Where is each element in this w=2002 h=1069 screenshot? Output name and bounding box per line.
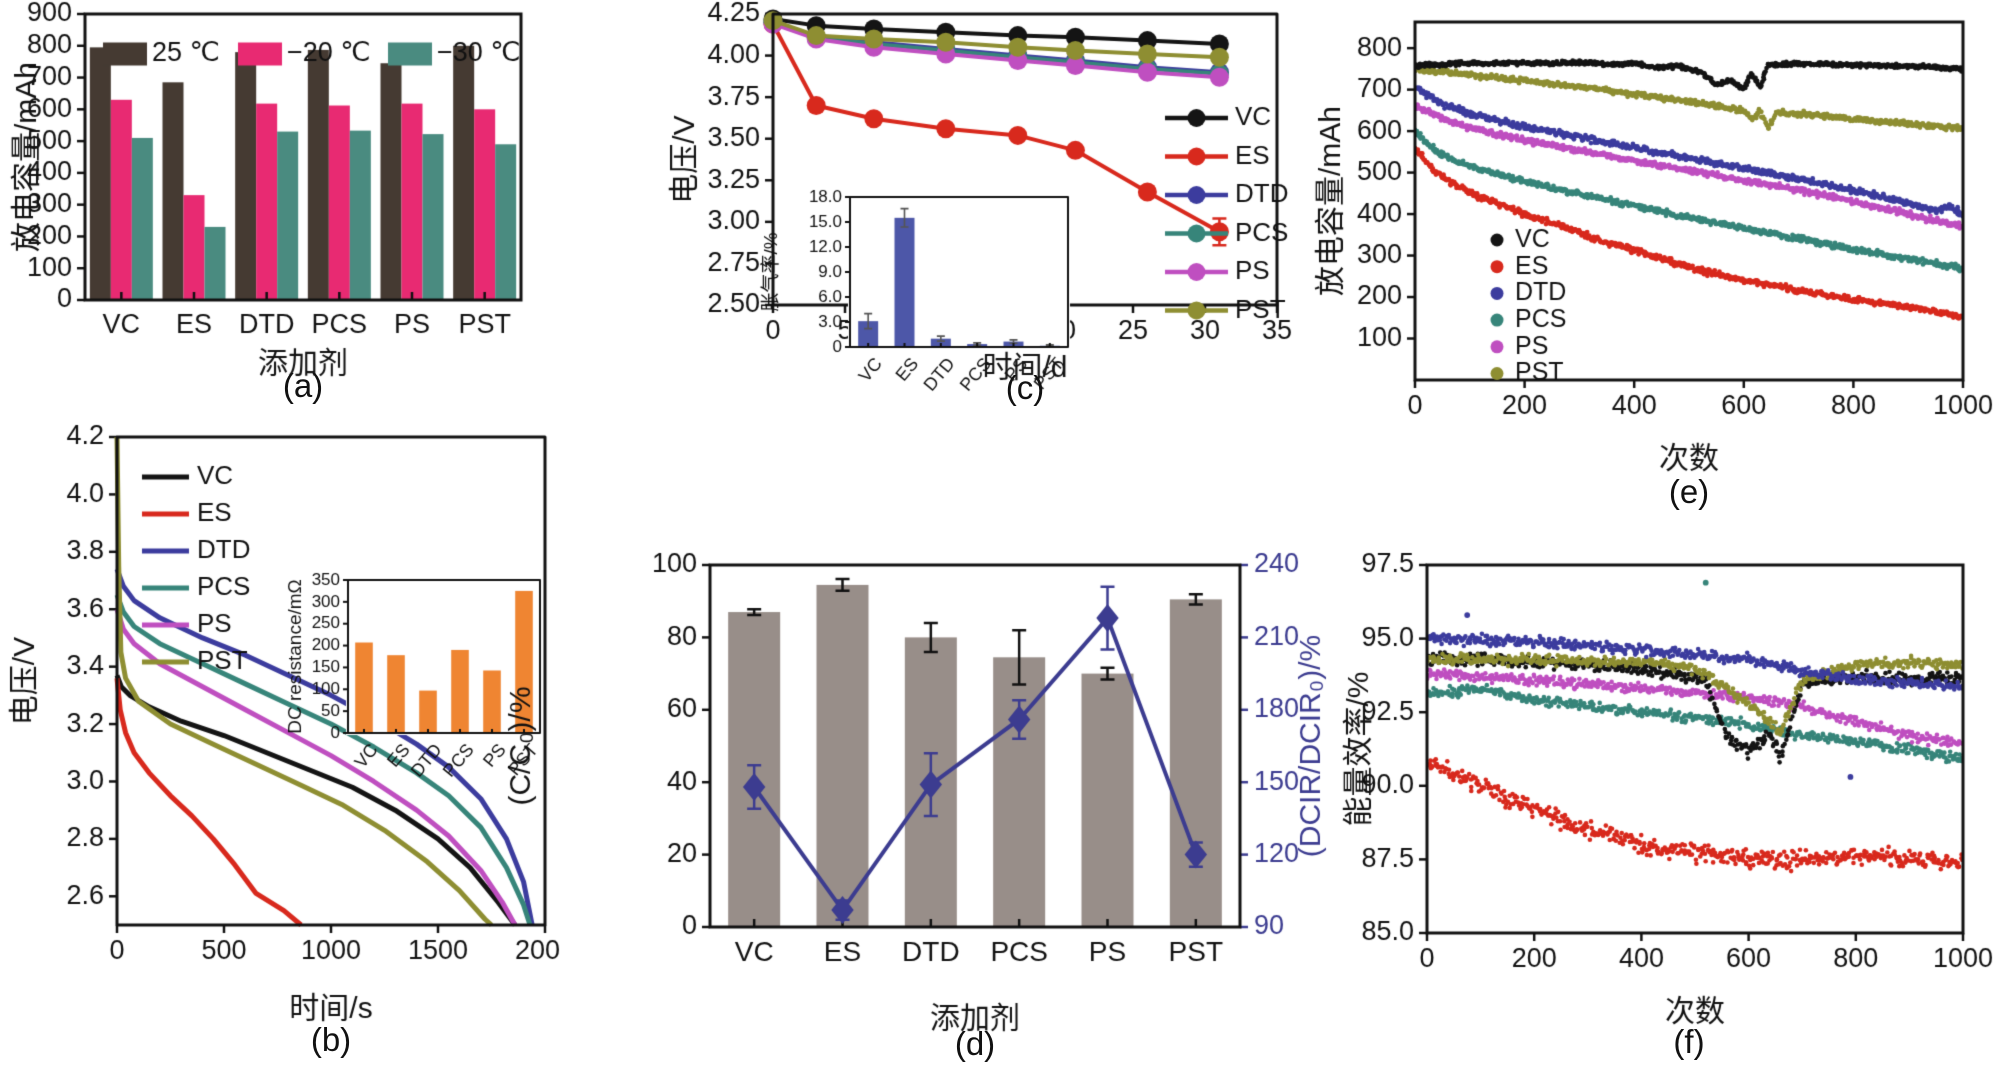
panel-e-cycle-capacity-scatter-chart xyxy=(1300,0,2002,530)
panel-a-discharge-capacity-bar-chart xyxy=(0,0,560,420)
panel-d-capacity-dcir-dual-axis-chart xyxy=(500,420,1340,1069)
panel-d-caption: (d) xyxy=(954,1025,996,1062)
panel-c-voltage-storage-line-chart xyxy=(500,0,1300,420)
panel-f-caption: (f) xyxy=(1673,1023,1705,1060)
panel-e-caption: (e) xyxy=(1668,473,1710,510)
panel-c-caption: (c) xyxy=(1005,369,1045,406)
panel-b-voltage-time-line-chart xyxy=(0,420,560,1069)
panel-f-energy-efficiency-scatter-chart xyxy=(1300,530,2002,1069)
panel-a-caption: (a) xyxy=(282,367,324,404)
panel-b-caption: (b) xyxy=(310,1021,352,1058)
